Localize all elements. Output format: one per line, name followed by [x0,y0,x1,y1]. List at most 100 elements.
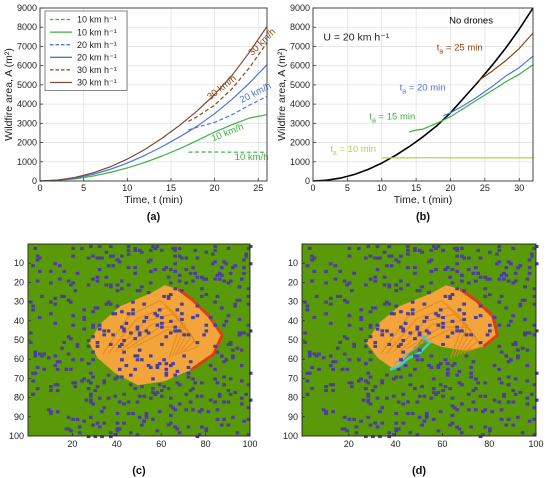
obstacle-cell [357,379,361,383]
obstacle-cell [394,429,399,433]
obstacle-cell [317,367,321,371]
panel-c-caption: (c) [132,465,146,477]
obstacle-cell [436,390,441,394]
obstacle-cell [387,285,392,289]
obstacle-cell [240,396,244,400]
obstacle-cell [497,400,502,404]
obstacle-cell [126,266,131,270]
obstacle-cell [171,406,175,410]
obstacle-cell [164,367,169,371]
y-tick-label: 8000 [17,22,37,32]
obstacle-cell [474,316,478,320]
obstacle-cell [436,245,441,249]
obstacle-cell [387,431,392,435]
obstacle-cell [504,354,509,358]
obstacle-cell [331,367,335,371]
obstacle-cell [364,387,368,391]
obstacle-cell [217,394,222,398]
obstacle-cell [188,271,193,275]
obstacle-cell [450,396,455,400]
obstacle-cell [91,323,95,327]
obstacle-cell [417,348,422,352]
obstacle-cell [321,408,326,412]
obstacle-cell [160,321,164,325]
obstacle-cell [485,333,490,337]
obstacle-cell [368,423,373,427]
obstacle-cell [104,250,109,254]
obstacle-cell [394,412,399,416]
obstacle-cell [375,425,380,429]
y-tick-label: 80 [288,393,298,403]
obstacle-cell [357,246,361,250]
obstacle-cell [89,392,93,396]
burn-band [393,313,472,356]
obstacle-cell [490,410,495,414]
obstacle-cell [33,352,38,356]
obstacle-cell [35,254,40,258]
obstacle-cell [184,268,189,272]
x-tick-label: 25 [480,183,490,193]
obstacle-cell [78,431,82,435]
obstacle-cell [100,256,104,260]
obstacle-cell [495,262,499,266]
obstacle-cell [368,325,373,329]
obstacle-cell [364,256,368,260]
obstacle-cell [312,269,317,273]
y-tick-label: 40 [288,316,298,326]
obstacle-cell [331,389,335,393]
obstacle-cell [342,352,347,356]
obstacle-cell [333,277,338,281]
obstacle-cell [35,365,40,369]
legend-entry-label: 10 km h⁻¹ [77,27,117,37]
obstacle-cell [62,269,66,273]
obstacle-cell [246,433,251,437]
obstacle-cell [525,402,530,406]
series-line-2 [443,55,534,117]
obstacle-cell [142,394,146,398]
obstacle-cell [169,268,173,272]
obstacle-cell [488,429,492,433]
obstacle-cell [109,254,113,258]
panel-b-annotations: No drones ta = 25 min ta = 20 min ta = 15 m… [330,15,493,157]
x-tick-label: 5 [81,183,86,193]
obstacle-cell [413,248,417,252]
panel-b-axes: 0 5 10 15 20 25 30 0 1000 2000 3000 4000 5000 6000 700… [290,3,534,193]
obstacle-cell [242,266,246,270]
burn-band [399,320,476,355]
obstacle-cell [389,254,394,258]
obstacle-cell [476,248,480,252]
obstacle-cell [488,277,492,281]
obstacle-cell [122,421,126,425]
x-tick-label: 100 [528,439,543,449]
obstacle-cell [455,254,459,258]
obstacle-cell [237,317,242,321]
obstacle-cell [457,329,462,333]
obstacle-cell [331,410,335,414]
obstacle-cell [160,394,164,398]
obstacle-cell [450,319,455,323]
obstacle-cell [389,333,394,337]
obstacle-cell [452,406,457,410]
obstacle-cell [516,415,520,419]
obstacle-cell [75,271,80,275]
obstacle-cell [504,423,509,427]
obstacle-cell [427,331,431,335]
obstacle-cell [89,245,93,249]
obstacle-cell [146,331,151,335]
obstacle-cell [222,383,226,387]
obstacle-cell [186,375,191,379]
obstacle-cell [347,246,352,250]
burn-band [133,328,199,352]
obstacle-cell [113,312,118,316]
obstacle-cell [135,358,140,362]
obstacle-cell [422,394,427,398]
obstacle-cell [117,400,122,404]
obstacle-cell [86,339,91,343]
obstacle-cell [133,266,137,270]
obstacle-cell [195,341,200,345]
obstacle-cell [324,412,328,416]
obstacle-cell [124,321,129,325]
obstacle-cell [215,294,220,298]
obstacle-cell [328,321,333,325]
obstacle-cell [450,281,455,285]
